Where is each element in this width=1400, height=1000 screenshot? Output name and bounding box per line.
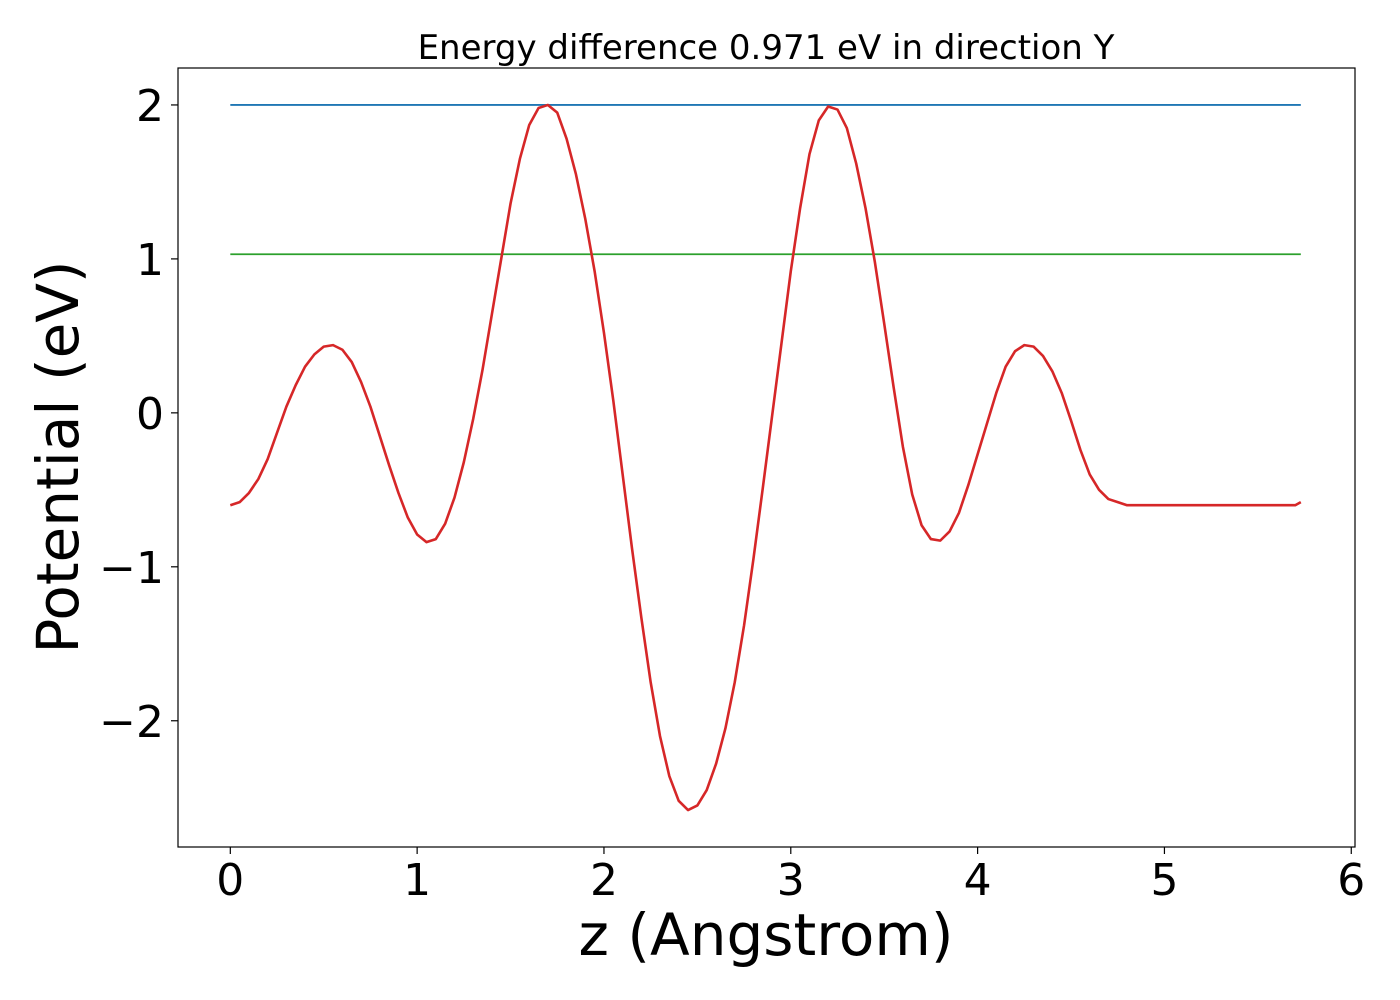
y-tick-label: 0 (136, 389, 164, 440)
series-line-3 (229, 103, 1302, 812)
x-axis-ticks: 0 1 2 3 4 5 6 (216, 847, 1365, 906)
plot-area (229, 103, 1302, 812)
y-axis-label: Potential (eV) (24, 260, 92, 653)
x-axis-label: z (Angstrom) (579, 901, 954, 969)
y-tick-label: −1 (99, 543, 164, 594)
x-tick-label: 2 (590, 855, 618, 906)
x-tick-label: 5 (1150, 855, 1178, 906)
y-tick-label: −2 (99, 697, 164, 748)
chart-title: Energy difference 0.971 eV in direction … (418, 28, 1115, 68)
x-tick-label: 4 (964, 855, 992, 906)
y-tick-label: 1 (136, 235, 164, 286)
x-tick-label: 6 (1337, 855, 1365, 906)
x-tick-label: 1 (403, 855, 431, 906)
x-tick-label: 3 (777, 855, 805, 906)
x-tick-label: 0 (216, 855, 244, 906)
y-tick-label: 2 (136, 81, 164, 132)
plot-frame (177, 67, 1356, 848)
y-axis-ticks: −2 −1 0 1 2 (99, 81, 178, 748)
